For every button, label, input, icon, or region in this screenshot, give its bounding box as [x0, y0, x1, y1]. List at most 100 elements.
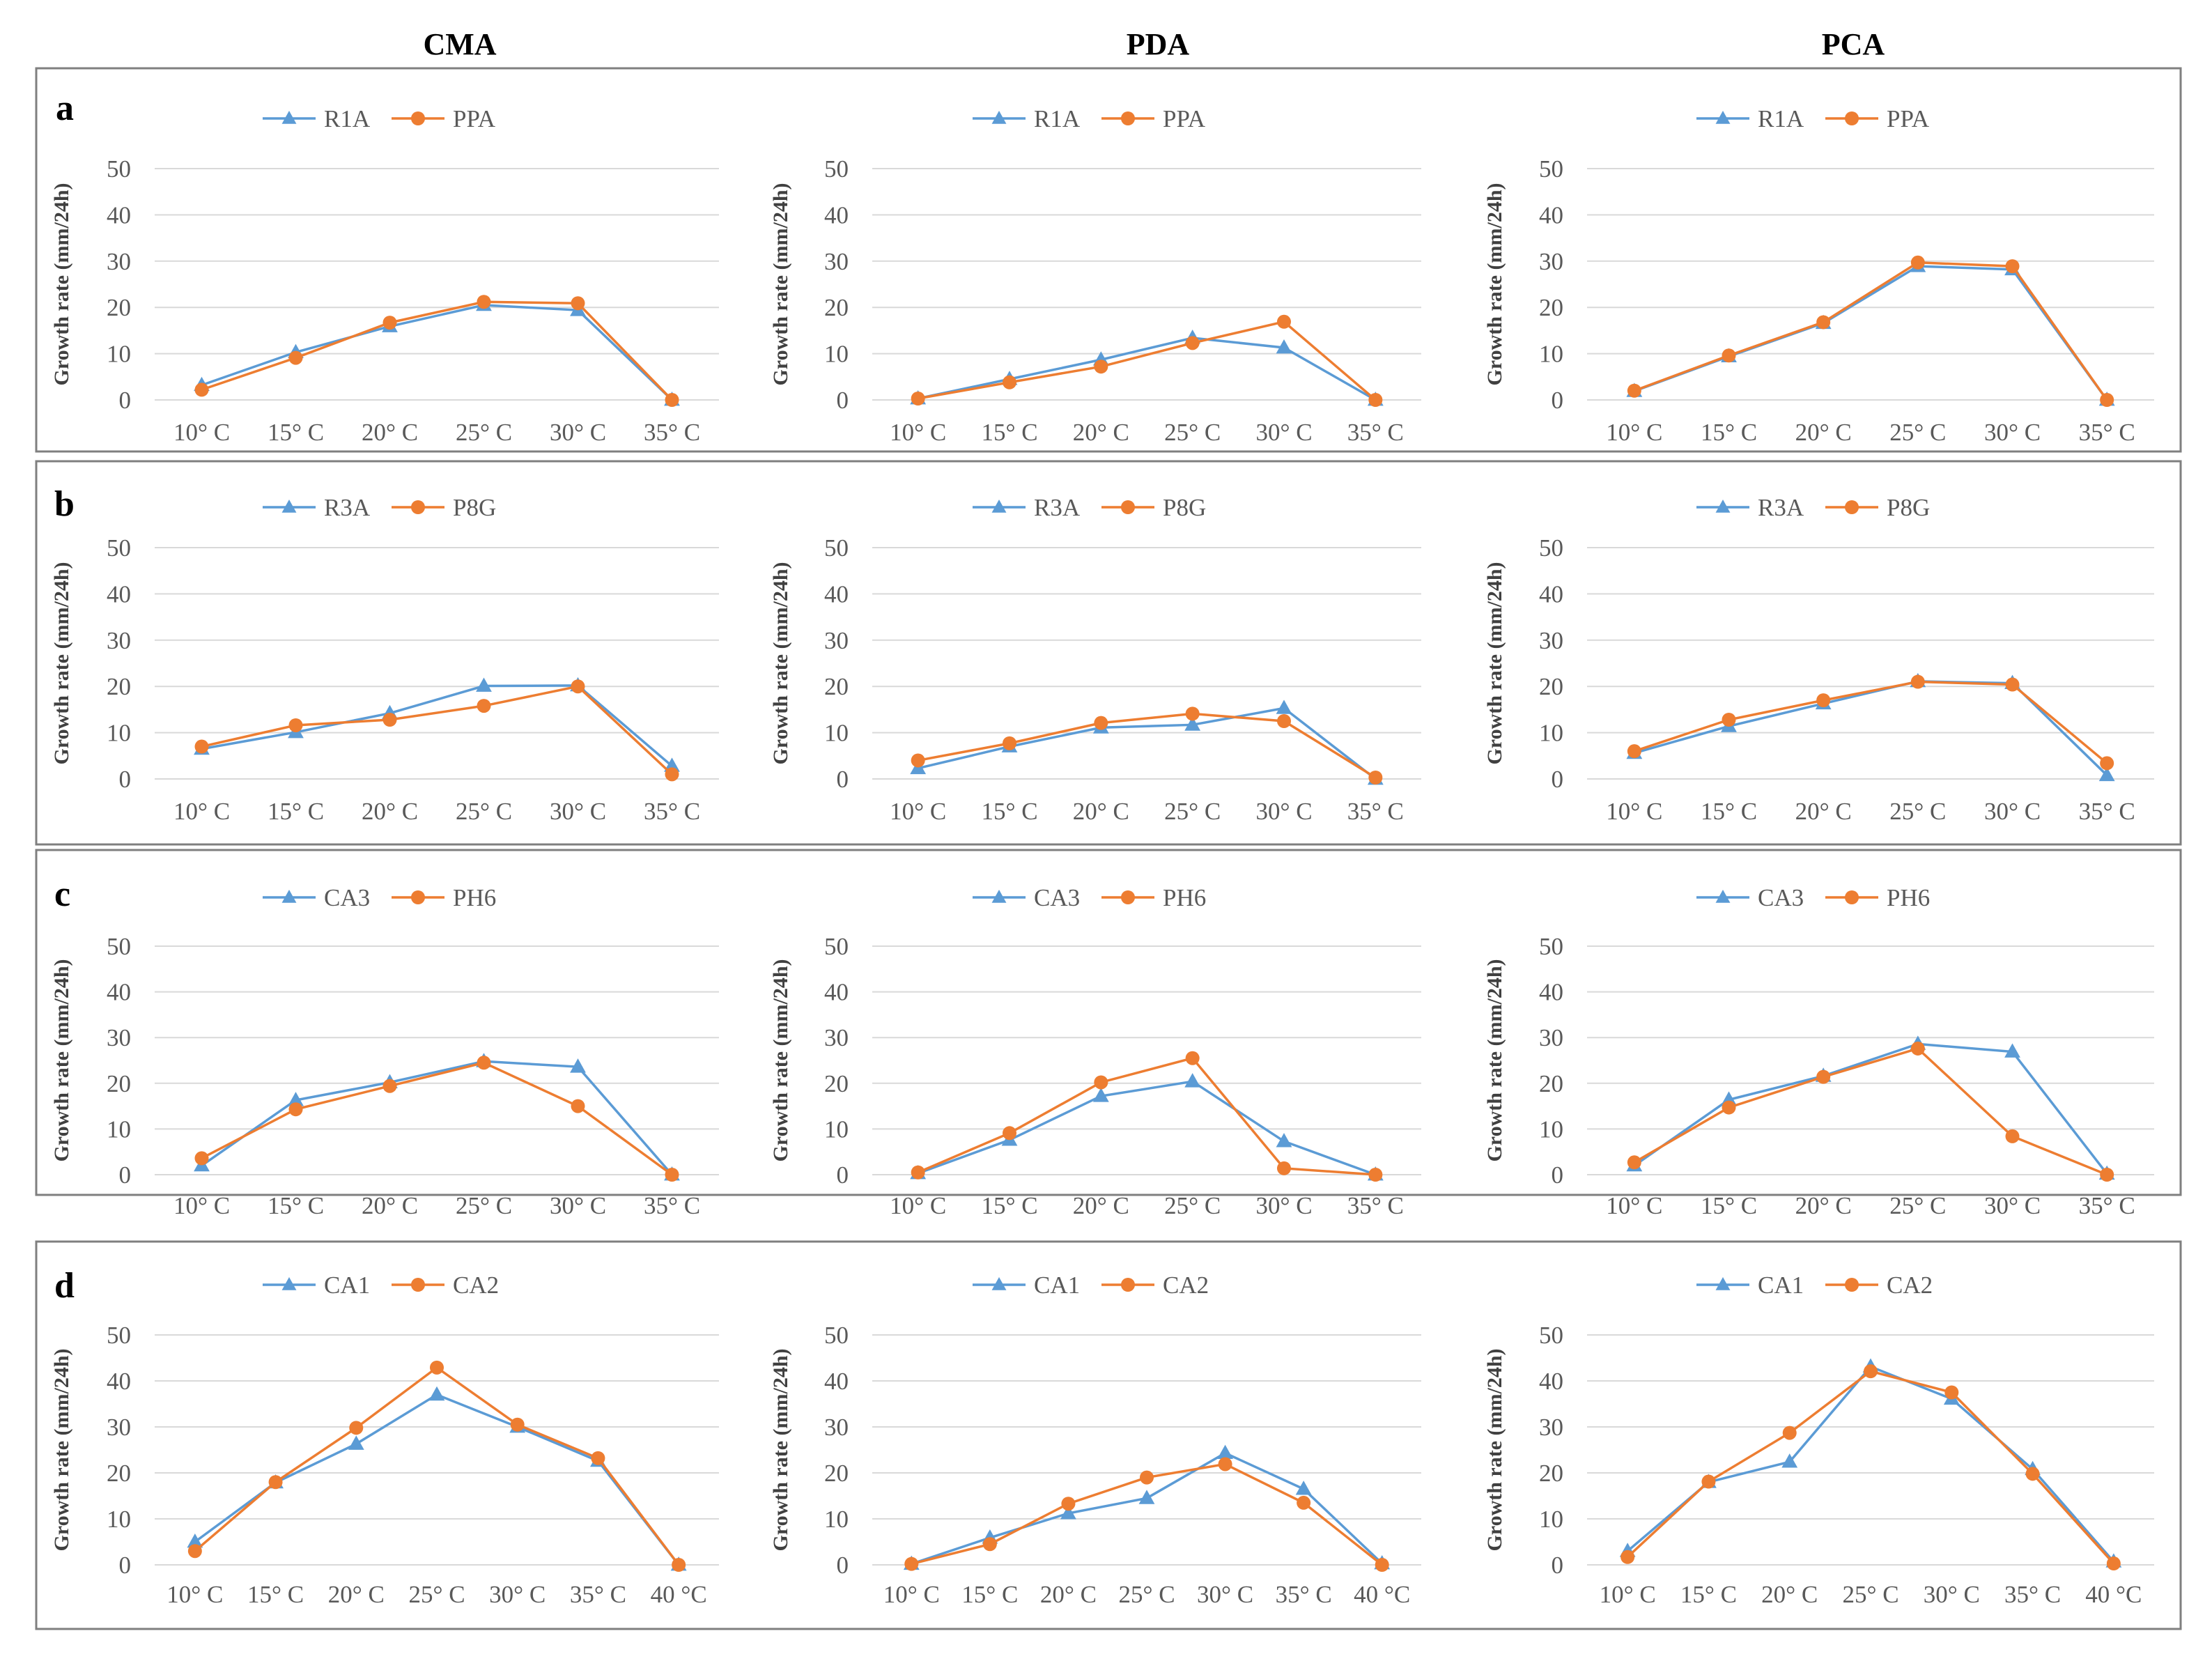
point-ppa — [1094, 360, 1108, 374]
y-tick-label: 20 — [1539, 1070, 1563, 1097]
legend: CA1 CA2 — [263, 1272, 499, 1299]
x-tick-label: 35° C — [2079, 419, 2135, 446]
legend-label: PH6 — [1163, 884, 1206, 911]
y-tick-label: 50 — [107, 155, 131, 183]
point-ph6 — [1910, 1041, 1925, 1056]
legend-label: CA1 — [1758, 1272, 1804, 1299]
chart-d-pda: 0 10 20 30 40 50 10° C 15° C 20° C 25° C 30° C 35° … — [769, 1272, 1421, 1608]
y-tick-label: 20 — [824, 1460, 849, 1487]
x-tick-label: 30° C — [1984, 419, 2041, 446]
point-ca3 — [1184, 1073, 1201, 1088]
point-ph6 — [1368, 1168, 1383, 1182]
y-tick-label: 10 — [1539, 1115, 1563, 1143]
legend: R3A P8G — [1696, 494, 1930, 521]
legend-triangle-marker — [281, 890, 297, 903]
point-ca3 — [2004, 1043, 2020, 1058]
x-tick-label: 20° C — [1073, 1192, 1129, 1219]
x-tick-label: 10° C — [1606, 798, 1662, 825]
y-axis-label: Growth rate (mm/24h) — [1483, 959, 1506, 1161]
legend-triangle-marker — [281, 1277, 297, 1290]
point-ppa — [2005, 259, 2020, 274]
y-tick-label: 20 — [824, 673, 849, 700]
x-tick-label: 40 °C — [2085, 1581, 2142, 1608]
chart-c-cma: 0 10 20 30 40 50 10° C 15° C 20° C 25° C 30° C 35° … — [50, 884, 719, 1219]
point-ca1 — [1781, 1453, 1798, 1468]
x-tick-label: 15° C — [981, 1192, 1037, 1219]
legend-label: P8G — [1887, 494, 1930, 521]
y-axis-label: Growth rate (mm/24h) — [1483, 562, 1506, 764]
legend: CA3 PH6 — [1696, 884, 1930, 911]
y-tick-label: 50 — [824, 155, 849, 183]
y-tick-label: 30 — [1539, 627, 1563, 654]
x-tick-label: 20° C — [1795, 419, 1852, 446]
y-tick-label: 20 — [107, 1070, 131, 1097]
y-tick-label: 10 — [824, 341, 849, 368]
legend: R1A PPA — [973, 105, 1206, 132]
point-p8g — [1368, 771, 1383, 785]
y-tick-label: 50 — [107, 1322, 131, 1349]
y-tick-label: 50 — [824, 933, 849, 960]
x-tick-label: 20° C — [1761, 1581, 1818, 1608]
point-ca1 — [1217, 1444, 1233, 1460]
point-p8g — [1185, 706, 1200, 721]
x-tick-label: 15° C — [961, 1581, 1018, 1608]
legend-label: CA3 — [1758, 884, 1804, 911]
point-ph6 — [194, 1151, 209, 1166]
x-tick-label: 20° C — [362, 798, 418, 825]
y-tick-label: 40 — [824, 1368, 849, 1395]
y-tick-label: 40 — [824, 201, 849, 229]
point-ca2 — [1944, 1385, 1959, 1400]
x-tick-label: 15° C — [1680, 1581, 1737, 1608]
point-ppa — [1277, 314, 1291, 329]
y-tick-label: 50 — [1539, 155, 1563, 183]
point-ca2 — [268, 1475, 283, 1490]
x-tick-label: 30° C — [1924, 1581, 1980, 1608]
x-tick-label: 35° C — [1347, 419, 1404, 446]
x-tick-label: 35° C — [1276, 1581, 1332, 1608]
legend-triangle-marker — [991, 890, 1007, 903]
column-heading-pda: PDA — [1127, 27, 1190, 61]
point-p8g — [477, 699, 491, 713]
point-ph6 — [911, 1165, 925, 1180]
chart-d-pca: 0 10 20 30 40 50 10° C 15° C 20° C 25° C 30° C 35° … — [1483, 1272, 2154, 1608]
x-tick-label: 20° C — [362, 419, 418, 446]
x-tick-label: 30° C — [550, 798, 606, 825]
point-ca2 — [510, 1417, 525, 1432]
point-ca2 — [1218, 1457, 1232, 1471]
y-tick-label: 30 — [824, 627, 849, 654]
chart-b-pda: 0 10 20 30 40 50 10° C 15° C 20° C 25° C 30° C 35° … — [769, 494, 1421, 825]
legend-circle-marker — [1121, 1278, 1135, 1292]
y-tick-label: 50 — [107, 534, 131, 562]
y-tick-label: 40 — [1539, 1368, 1563, 1395]
y-tick-label: 10 — [824, 1115, 849, 1143]
point-ca2 — [1701, 1474, 1716, 1489]
x-tick-label: 30° C — [1197, 1581, 1253, 1608]
y-tick-label: 40 — [107, 979, 131, 1006]
legend-label: CA2 — [1163, 1272, 1209, 1299]
series-line-r3a — [201, 684, 673, 767]
y-tick-label: 10 — [107, 341, 131, 368]
point-ca2 — [1621, 1550, 1635, 1564]
point-p8g — [288, 718, 303, 732]
legend-label: R3A — [324, 494, 371, 521]
y-axis-label: Growth rate (mm/24h) — [1483, 1348, 1506, 1551]
legend-triangle-marker — [991, 111, 1007, 124]
x-tick-label: 25° C — [1889, 798, 1946, 825]
point-r3a — [1276, 700, 1292, 714]
legend: R3A P8G — [263, 494, 496, 521]
point-ppa — [1185, 336, 1200, 350]
row-label-a: a — [56, 88, 74, 128]
legend-circle-marker — [1121, 890, 1135, 904]
x-tick-label: 10° C — [167, 1581, 223, 1608]
chart-b-pca: 0 10 20 30 40 50 10° C 15° C 20° C 25° C 30° C 35° … — [1483, 494, 2154, 825]
point-r3a — [1184, 716, 1201, 731]
y-tick-label: 50 — [824, 534, 849, 562]
y-tick-label: 10 — [824, 1506, 849, 1533]
point-ph6 — [2100, 1168, 2114, 1182]
y-tick-label: 40 — [1539, 580, 1563, 608]
point-ca2 — [430, 1360, 444, 1375]
x-tick-label: 25° C — [456, 1192, 512, 1219]
x-tick-label: 30° C — [1255, 419, 1312, 446]
point-ca2 — [2106, 1556, 2121, 1571]
y-tick-label: 20 — [1539, 294, 1563, 321]
